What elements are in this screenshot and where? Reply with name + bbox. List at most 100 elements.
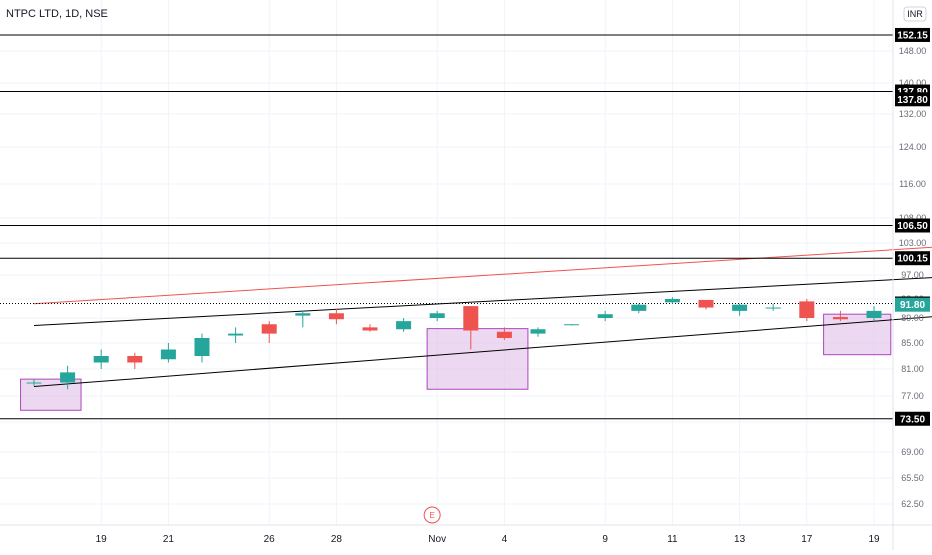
candle-body	[530, 329, 546, 334]
event-label: E	[429, 511, 434, 520]
candle-body	[362, 327, 378, 331]
candle-body	[160, 349, 176, 360]
candle	[429, 310, 445, 322]
candle	[396, 318, 412, 332]
price-label-text: 91.80	[900, 300, 925, 311]
trend-lines	[33, 246, 932, 388]
candle-body	[429, 313, 445, 318]
candle-body	[194, 338, 210, 356]
time-tick-label: Nov	[428, 534, 446, 545]
price-tick-label: 140.00	[899, 78, 927, 88]
candle-body	[866, 310, 882, 318]
candle-body	[832, 317, 848, 320]
candle	[832, 310, 848, 322]
price-label-text: 106.50	[897, 221, 928, 232]
price-tick-label: 148.00	[899, 46, 927, 56]
candle	[160, 343, 176, 363]
trend-line-red	[33, 246, 932, 305]
price-tick-label: 69.00	[901, 447, 924, 457]
candle-body	[597, 314, 613, 318]
candle	[261, 321, 277, 343]
demand-zone	[20, 378, 82, 411]
time-tick-label: 17	[801, 534, 813, 545]
time-tick-label: 19	[96, 534, 108, 545]
price-tick-label: 85.00	[901, 338, 924, 348]
candle	[194, 333, 210, 363]
level-price-label: 106.50	[895, 218, 930, 233]
time-axis[interactable]: 19 21 26 28 Nov 4 9 11 13 17 19	[0, 524, 932, 545]
trend-line-black	[33, 316, 932, 388]
candle-body	[396, 321, 412, 330]
price-tick-label: 124.00	[899, 142, 927, 152]
symbol-title: NTPC LTD, 1D, NSE	[6, 8, 108, 20]
level-price-label: 137.80	[895, 92, 930, 107]
time-tick-label: 9	[602, 534, 608, 545]
candle	[765, 303, 781, 311]
candle	[295, 310, 311, 328]
candle-body	[765, 307, 781, 309]
candle-body	[127, 356, 143, 363]
candle	[597, 310, 613, 322]
level-price-label: 152.15	[895, 27, 930, 42]
price-tick-label: 116.00	[899, 179, 926, 189]
candle	[228, 327, 244, 343]
candle-body	[463, 306, 479, 331]
price-tick-label: 89.00	[901, 313, 924, 323]
horizontal-levels	[0, 34, 893, 420]
candle	[127, 352, 143, 369]
candle-body	[698, 299, 714, 308]
candle-body	[26, 382, 42, 384]
price-label-box	[895, 27, 930, 42]
candle	[26, 379, 42, 386]
price-tick-label: 81.00	[901, 364, 924, 374]
candles	[26, 297, 916, 390]
candle-body	[261, 324, 277, 334]
time-tick-label: 4	[502, 534, 508, 545]
candle	[631, 303, 647, 314]
demand-zone	[426, 328, 529, 390]
currency-label: INR	[907, 9, 923, 19]
time-tick-label: 26	[264, 534, 276, 545]
price-tick-label: 77.00	[901, 391, 924, 401]
candle	[564, 324, 580, 326]
price-tick-label: 108.00	[899, 213, 927, 223]
price-label-box	[895, 297, 930, 312]
candle-body	[631, 304, 647, 311]
candle-body	[496, 331, 512, 338]
price-label-text: 73.50	[900, 414, 925, 425]
earnings-event-marker: E	[423, 506, 441, 524]
time-tick-label: 21	[163, 534, 175, 545]
candle	[93, 349, 109, 369]
candle-body	[664, 299, 680, 303]
candle	[866, 306, 882, 322]
candle-body	[228, 333, 244, 336]
price-tick-label: 65.50	[901, 473, 924, 483]
candle-body	[564, 324, 580, 326]
event-circle	[423, 506, 441, 524]
price-label-text: 100.15	[897, 254, 928, 265]
grid-lines	[0, 0, 893, 525]
price-label-box	[895, 92, 930, 107]
level-price-label: 73.50	[895, 411, 930, 426]
currency-badge[interactable]: INR	[903, 6, 927, 22]
price-label-box	[895, 218, 930, 233]
candle	[362, 324, 378, 332]
candle	[496, 327, 512, 340]
candle-body	[295, 313, 311, 316]
candle-body	[93, 356, 109, 363]
candle	[732, 303, 748, 316]
price-tick-label: 103.00	[899, 238, 927, 248]
price-label-box	[895, 251, 930, 266]
trend-line-black	[33, 277, 932, 326]
price-label-text: 152.15	[897, 30, 928, 41]
price-tick-label: 132.00	[899, 109, 927, 119]
candle-body	[328, 313, 344, 320]
price-axis[interactable]: 62.5065.5069.0073.0077.0081.0085.0089.00…	[892, 0, 930, 550]
candle	[698, 299, 714, 310]
last-price-label: 91.80	[895, 297, 930, 312]
time-tick-label: 11	[667, 534, 678, 545]
candle-body	[60, 372, 76, 383]
price-label-text: 137.80	[897, 95, 928, 106]
